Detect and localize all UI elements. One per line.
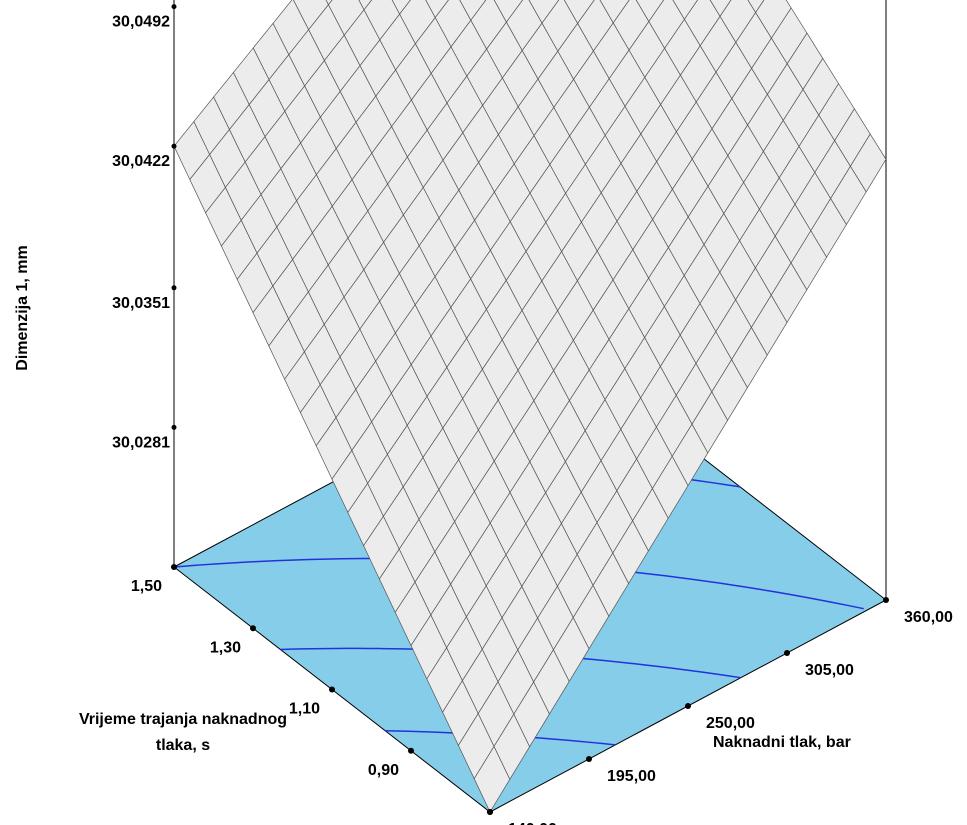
z-tick-mark — [171, 424, 177, 430]
axis-ticks: 140,00 195,00 250,00 305,00 360,00 0,70 0,90 1,… — [112, 4, 953, 825]
z-tick-mark — [171, 4, 177, 10]
y-tick-mark — [171, 564, 177, 570]
x-tick-mark — [883, 597, 889, 603]
z-tick-mark — [171, 285, 177, 291]
x-tick-label: 250,00 — [706, 715, 755, 732]
x-axis-label: Naknadni tlak, bar — [713, 734, 851, 751]
y-axis-label-line2: tlaka, s — [156, 737, 210, 754]
y-tick-label: 1,30 — [210, 639, 241, 656]
y-tick-mark — [408, 747, 414, 754]
surface-cell — [358, 0, 373, 11]
y-tick-mark — [329, 686, 335, 693]
x-tick-mark — [586, 756, 592, 762]
x-tick-mark — [685, 703, 691, 709]
z-tick-label: 30,0492 — [112, 14, 170, 31]
y-tick-label: 1,10 — [289, 701, 320, 718]
x-tick-label: 195,00 — [607, 768, 656, 785]
z-tick-label: 30,0422 — [112, 153, 170, 170]
surface-cell — [709, 0, 732, 18]
surface-cell — [391, 0, 411, 15]
surface-cell — [325, 0, 333, 6]
surface-cell — [747, 0, 765, 14]
response-surface — [173, 0, 887, 813]
x-tick-mark — [784, 650, 790, 656]
z-tick-label: 30,0351 — [112, 295, 170, 312]
x-tick-label: 305,00 — [805, 662, 854, 679]
y-axis-label-line1: Vrijeme trajanja naknadnog — [79, 711, 287, 728]
y-tick-label: 0,70 — [447, 823, 478, 825]
y-tick-mark — [250, 625, 256, 632]
z-tick-label: 30,0281 — [112, 434, 170, 451]
z-axis-label: Dimenzija 1, mm — [14, 245, 31, 370]
y-tick-label: 0,90 — [368, 762, 399, 779]
y-tick-label: 1,50 — [131, 578, 162, 595]
x-tick-label: 360,00 — [904, 609, 953, 626]
y-tick-mark — [487, 809, 493, 815]
z-tick-mark — [171, 143, 177, 149]
x-tick-label: 140,00 — [508, 821, 557, 825]
surface-cell — [473, 745, 511, 813]
